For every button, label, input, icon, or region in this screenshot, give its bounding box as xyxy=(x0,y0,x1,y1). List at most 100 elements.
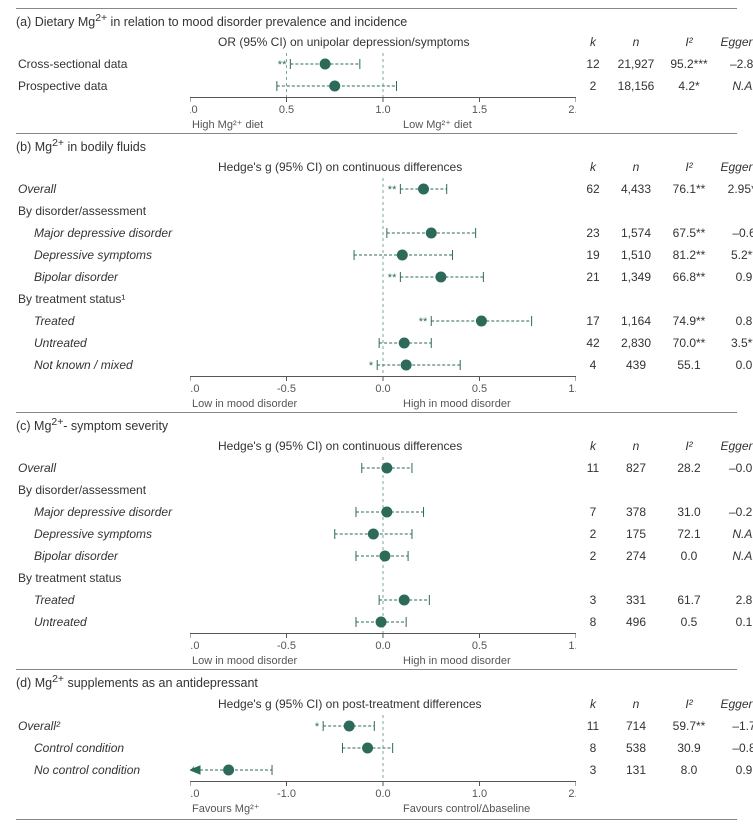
forest-row: Depressive symptoms217572.1N.A. xyxy=(16,523,737,545)
svg-text:**: ** xyxy=(191,765,200,777)
cell-i2: 4.2* xyxy=(662,79,716,93)
forest-row: By treatment status xyxy=(16,567,737,589)
forest-row: Not known / mixed*443955.10.0 xyxy=(16,354,737,376)
svg-text:-1.0: -1.0 xyxy=(277,788,296,800)
bottom-rule xyxy=(16,819,737,820)
forest-marker xyxy=(190,75,576,97)
forest-marker: ** xyxy=(190,759,576,781)
plot-cell xyxy=(190,75,576,97)
axis-row: -1.0-0.50.00.51.0Low in mood disorderHig… xyxy=(16,633,737,669)
row-label: Cross-sectional data xyxy=(16,57,190,71)
cell-k: 62 xyxy=(576,182,610,196)
cell-egger: –0.6 xyxy=(716,226,753,240)
metric-label: Hedge's g (95% CI) on post-treatment dif… xyxy=(16,697,576,711)
row-label: Bipolar disorder xyxy=(16,270,190,284)
svg-text:1.5: 1.5 xyxy=(472,104,487,116)
cell-i2: 74.9** xyxy=(662,314,716,328)
col-i2-header: I² xyxy=(662,439,716,453)
forest-row: Major depressive disorder737831.0–0.26 xyxy=(16,501,737,523)
cell-egger: –0.8 xyxy=(716,741,753,755)
axis-row: -2.0-1.00.01.02.0Favours Mg²⁺Favours con… xyxy=(16,781,737,817)
plot-cell xyxy=(190,244,576,266)
svg-text:1.0: 1.0 xyxy=(472,788,487,800)
svg-text:Low Mg²⁺ diet: Low Mg²⁺ diet xyxy=(403,119,472,131)
header-row: Hedge's g (95% CI) on post-treatment dif… xyxy=(16,693,737,715)
svg-text:0.0: 0.0 xyxy=(375,383,390,395)
svg-text:**: ** xyxy=(388,272,397,284)
cell-k: 12 xyxy=(576,57,610,71)
cell-n: 4,433 xyxy=(610,182,662,196)
svg-text:0.5: 0.5 xyxy=(279,104,294,116)
svg-text:-1.0: -1.0 xyxy=(190,640,199,652)
forest-marker xyxy=(190,501,576,523)
forest-row: Treated**171,16474.9**0.8 xyxy=(16,310,737,332)
plot-cell xyxy=(190,611,576,633)
row-label: Untreated xyxy=(16,615,190,629)
cell-k: 23 xyxy=(576,226,610,240)
plot-cell xyxy=(190,589,576,611)
svg-text:**: ** xyxy=(278,59,287,71)
cell-egger: N.A. xyxy=(716,549,753,563)
header-row: Hedge's g (95% CI) on continuous differe… xyxy=(16,156,737,178)
cell-egger: –2.8* xyxy=(716,57,753,71)
cell-i2: 61.7 xyxy=(662,593,716,607)
svg-text:0.0: 0.0 xyxy=(375,640,390,652)
svg-text:-0.5: -0.5 xyxy=(277,383,296,395)
col-k-header: k xyxy=(576,35,610,49)
cell-n: 1,164 xyxy=(610,314,662,328)
cell-k: 8 xyxy=(576,741,610,755)
forest-row: Prospective data218,1564.2*N.A. xyxy=(16,75,737,97)
col-n-header: n xyxy=(610,160,662,174)
rows-container: Overall**624,43376.1**2.95**By disorder/… xyxy=(16,178,737,376)
svg-text:1.0: 1.0 xyxy=(375,104,390,116)
svg-text:-0.5: -0.5 xyxy=(277,640,296,652)
panel-title: (c) Mg2+- symptom severity xyxy=(16,417,737,433)
row-label: Major depressive disorder xyxy=(16,226,190,240)
rows-container: Overall1182728.2–0.07By disorder/assessm… xyxy=(16,457,737,633)
col-i2-header: I² xyxy=(662,697,716,711)
cell-k: 19 xyxy=(576,248,610,262)
forest-row: Major depressive disorder231,57467.5**–0… xyxy=(16,222,737,244)
svg-text:*: * xyxy=(369,360,374,372)
axis-row: 0.00.51.01.52.0High Mg²⁺ dietLow Mg²⁺ di… xyxy=(16,97,737,133)
cell-egger: –0.07 xyxy=(716,461,753,475)
plot-cell xyxy=(190,457,576,479)
axis-cell: 0.00.51.01.52.0High Mg²⁺ dietLow Mg²⁺ di… xyxy=(190,97,576,133)
row-label: No control condition xyxy=(16,763,190,777)
svg-text:0.0: 0.0 xyxy=(190,104,198,116)
svg-text:0.5: 0.5 xyxy=(472,383,487,395)
row-label: Untreated xyxy=(16,336,190,350)
cell-i2: 76.1** xyxy=(662,182,716,196)
cell-k: 21 xyxy=(576,270,610,284)
plot-cell xyxy=(190,222,576,244)
cell-egger: 0.9 xyxy=(716,270,753,284)
cell-i2: 55.1 xyxy=(662,358,716,372)
forest-marker xyxy=(190,523,576,545)
plot-cell xyxy=(190,523,576,545)
axis-svg: -2.0-1.00.01.02.0Favours Mg²⁺Favours con… xyxy=(190,781,576,817)
cell-egger: 0.0 xyxy=(716,358,753,372)
cell-egger: 2.8 xyxy=(716,593,753,607)
col-egger-header: Egger's t xyxy=(716,160,753,174)
cell-egger: N.A. xyxy=(716,79,753,93)
cell-i2: 59.7** xyxy=(662,719,716,733)
cell-k: 2 xyxy=(576,79,610,93)
forest-row: By treatment status¹ xyxy=(16,288,737,310)
forest-marker xyxy=(190,589,576,611)
col-i2-header: I² xyxy=(662,160,716,174)
col-i2-header: I² xyxy=(662,35,716,49)
cell-k: 42 xyxy=(576,336,610,350)
plot-cell: ** xyxy=(190,266,576,288)
cell-i2: 81.2** xyxy=(662,248,716,262)
axis-row: -1.0-0.50.00.51.0Low in mood disorderHig… xyxy=(16,376,737,412)
cell-i2: 67.5** xyxy=(662,226,716,240)
cell-n: 1,510 xyxy=(610,248,662,262)
panel-b: (b) Mg2+ in bodily fluidsHedge's g (95% … xyxy=(16,133,737,412)
forest-row: No control condition**31318.00.9 xyxy=(16,759,737,781)
row-label: Not known / mixed xyxy=(16,358,190,372)
cell-n: 538 xyxy=(610,741,662,755)
plot-cell: ** xyxy=(190,759,576,781)
svg-text:-1.0: -1.0 xyxy=(190,383,199,395)
plot-cell: ** xyxy=(190,178,576,200)
row-label: By disorder/assessment xyxy=(16,204,190,218)
